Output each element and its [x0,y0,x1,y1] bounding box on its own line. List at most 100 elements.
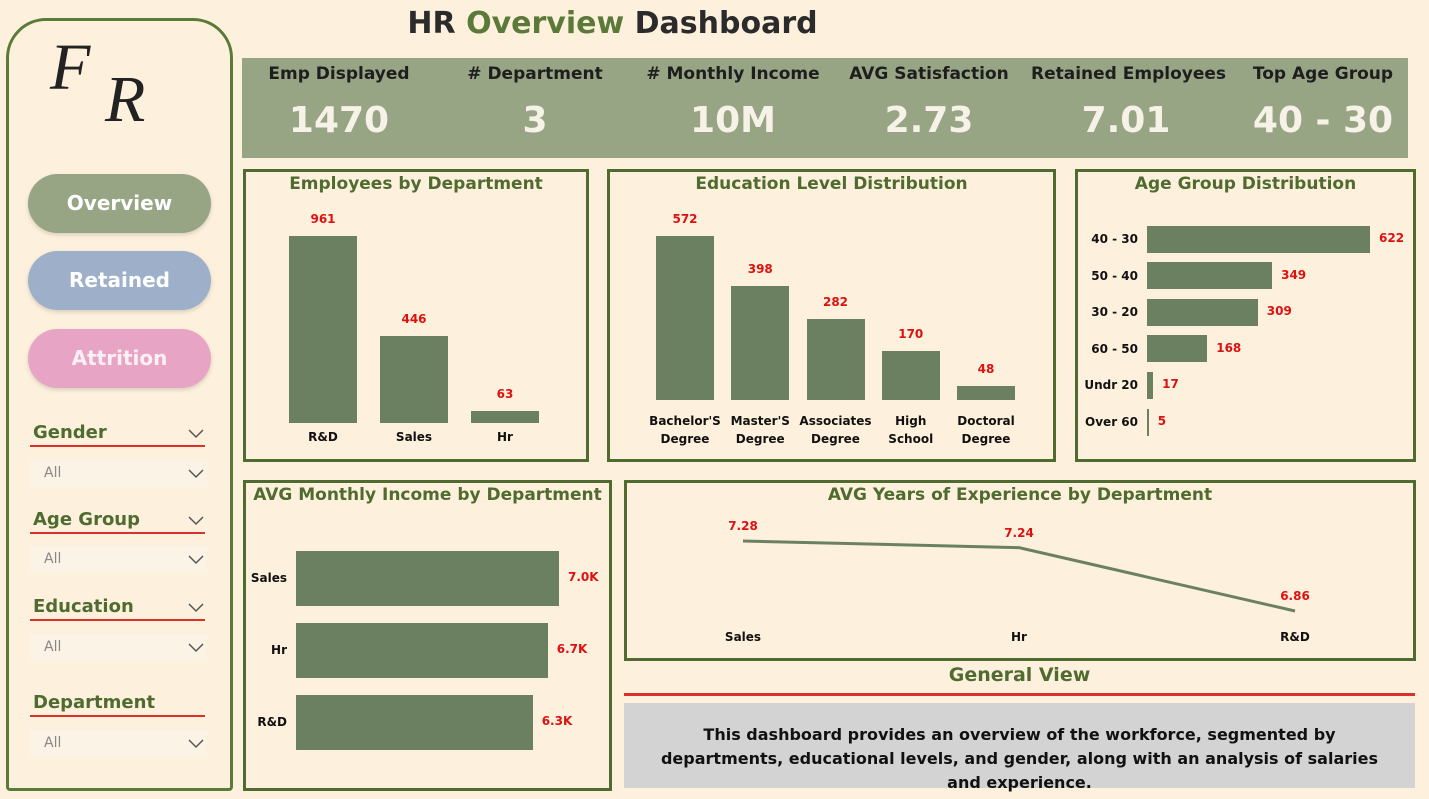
bar [1147,335,1208,363]
data-label: 7.24 [1004,525,1034,540]
category-label: Master'S Degree [730,414,790,446]
filter-dropdown[interactable]: All [30,730,207,757]
category-label: 50 - 40 [1091,268,1138,283]
chart-title: Age Group Distribution [1134,174,1357,194]
bar [806,319,865,400]
bar [1147,225,1370,253]
filter-dropdown[interactable]: All [30,460,207,487]
bar [1147,298,1258,326]
kpi-label: # Department [467,64,603,84]
bar [296,550,559,606]
category-label: Hr [497,430,513,444]
logo-r: R [105,63,146,136]
kpi-value: 2.73 [884,100,974,141]
kpi-value: 40 - 30 [1252,100,1394,141]
category-label: 40 - 30 [1091,232,1138,246]
data-label: 622 [1379,231,1405,245]
filter-label: Gender [33,422,107,443]
category-label: R&D [257,715,287,729]
chevron [188,739,204,749]
title-part: Overview [466,6,625,41]
chevron [188,469,204,479]
category-label: Hr [1011,630,1027,644]
filter-label: Age Group [33,509,141,530]
filter-underline [30,532,205,534]
category-label: Bachelor'S Degree [649,414,721,446]
kpi-label: Emp Displayed [268,64,410,84]
bar [731,285,790,400]
bar [296,694,533,750]
bar [296,622,548,678]
dashboard-title: HR Overview Dashboard [0,6,1225,41]
bar [380,336,448,423]
chart-panel [243,480,612,791]
bar [656,236,714,400]
chart-panel [624,480,1416,661]
chart-title: Education Level Distribution [695,174,968,194]
data-label: 168 [1216,340,1242,355]
filter-underline [30,445,205,447]
data-label: 961 [310,212,336,226]
data-label: 572 [672,212,698,226]
category-label: Undr 20 [1084,378,1138,393]
kpi-value: 3 [522,100,548,141]
section-title: General View [948,664,1091,686]
data-label: 7.0K [568,570,599,584]
category-label: 30 - 20 [1091,305,1138,320]
nav-button[interactable]: Overview [28,174,211,233]
data-label: 398 [747,261,773,276]
data-label: 5 [1157,414,1167,428]
kpi-bar [242,58,1408,158]
bar [471,410,539,423]
data-label: 17 [1162,377,1179,392]
chart-panel [243,169,589,462]
chevron [188,603,204,613]
kpi-value: 1470 [288,100,390,141]
data-label: 48 [977,362,995,377]
nav-button[interactable]: Attrition [28,329,211,388]
filter-label: Department [33,692,156,713]
data-label: 170 [898,327,924,342]
filter-underline [30,619,205,621]
kpi-label: AVG Satisfaction [849,64,1009,84]
bar [957,386,1015,400]
title-part: HR [407,6,456,41]
chart-title: Employees by Department [289,174,543,194]
kpi-label: # Monthly Income [646,64,820,84]
category-label: Sales [395,430,433,444]
category-label: High School [888,414,934,446]
filter-label: Education [33,596,134,617]
bar [289,236,357,423]
kpi-value: 7.01 [1081,100,1171,141]
logo-f: F [50,31,91,104]
category-label: Sales [724,630,762,644]
filter-dropdown[interactable]: All [30,634,207,661]
chart-title: AVG Years of Experience by Department [827,485,1213,505]
data-label: 6.3K [541,714,573,728]
chevron [188,429,204,439]
category-label: 60 - 50 [1091,341,1138,356]
filter-dropdown[interactable]: All [30,546,207,573]
category-label: Sales [250,571,287,585]
nav-button[interactable]: Retained [28,251,211,310]
category-label: Over 60 [1085,415,1138,429]
bar [1147,262,1273,290]
chevron [188,555,204,565]
description: This dashboard provides an overview of t… [624,703,1415,792]
data-label: 63 [496,386,514,401]
data-label: 6.86 [1280,589,1310,603]
divider [624,693,1415,696]
chevron [188,643,204,653]
kpi-label: Retained Employees [1031,64,1227,84]
kpi-value: 10M [690,100,776,141]
data-label: 6.7K [556,642,588,656]
sidebar [6,18,233,791]
data-label: 446 [401,312,427,327]
bar [1147,408,1149,436]
category-label: Hr [271,643,287,657]
chart-title: AVG Monthly Income by Department [253,485,602,505]
chart-panel [607,169,1056,462]
kpi-label: Top Age Group [1252,64,1394,84]
category-label: Doctoral Degree [957,414,1015,446]
